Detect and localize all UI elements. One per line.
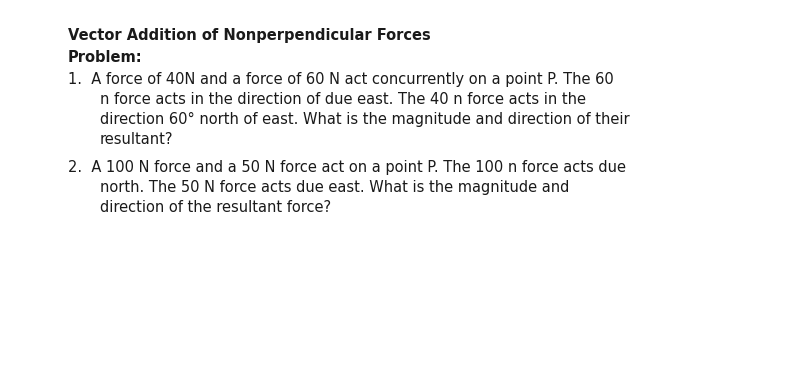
Text: Problem:: Problem:: [68, 50, 143, 65]
Text: resultant?: resultant?: [100, 132, 174, 147]
Text: direction 60° north of east. What is the magnitude and direction of their: direction 60° north of east. What is the…: [100, 112, 629, 127]
Text: 2.  A 100 N force and a 50 N force act on a point P. The 100 n force acts due: 2. A 100 N force and a 50 N force act on…: [68, 160, 626, 175]
Text: direction of the resultant force?: direction of the resultant force?: [100, 200, 331, 215]
Text: n force acts in the direction of due east. The 40 n force acts in the: n force acts in the direction of due eas…: [100, 92, 586, 107]
Text: 1.  A force of 40N and a force of 60 N act concurrently on a point P. The 60: 1. A force of 40N and a force of 60 N ac…: [68, 72, 614, 87]
Text: north. The 50 N force acts due east. What is the magnitude and: north. The 50 N force acts due east. Wha…: [100, 180, 570, 195]
Text: Vector Addition of Nonperpendicular Forces: Vector Addition of Nonperpendicular Forc…: [68, 28, 431, 43]
